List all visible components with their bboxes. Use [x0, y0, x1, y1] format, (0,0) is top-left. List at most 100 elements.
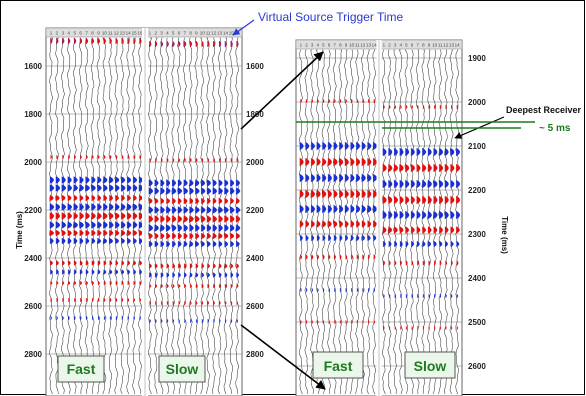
svg-text:8: 8: [189, 31, 192, 36]
left-label-fast: Fast: [57, 355, 105, 383]
left-right-tick-label: 2600: [246, 302, 264, 311]
left-ticks-right: 1600 1800 2000 2200 2400 2600 2800: [246, 62, 264, 359]
svg-text:6: 6: [328, 43, 331, 48]
svg-text:4: 4: [166, 31, 169, 36]
left-tick-label: 2800: [24, 350, 42, 359]
svg-text:7: 7: [333, 43, 336, 48]
svg-text:1: 1: [50, 31, 53, 36]
svg-text:11: 11: [206, 31, 211, 36]
left-tick-label: 1600: [24, 62, 42, 71]
left-panel-traces: [49, 37, 241, 395]
deepest-receiver-label: Deepest Receiver: [506, 105, 582, 115]
svg-text:15: 15: [132, 31, 138, 36]
svg-text:10: 10: [349, 43, 355, 48]
svg-text:8: 8: [91, 31, 94, 36]
svg-text:Fast: Fast: [324, 358, 353, 374]
right-tick-label: 2100: [468, 142, 486, 151]
svg-text:7: 7: [184, 31, 187, 36]
right-tick-label: 2600: [468, 362, 486, 371]
svg-text:9: 9: [97, 31, 100, 36]
left-y-axis-label: Time (ms): [15, 211, 24, 249]
svg-text:13: 13: [217, 31, 223, 36]
svg-text:10: 10: [102, 31, 108, 36]
zoom-arrow-bottom: [240, 324, 326, 390]
left-right-tick-label: 1600: [246, 62, 264, 71]
svg-text:16: 16: [138, 31, 144, 36]
svg-text:3: 3: [62, 31, 65, 36]
svg-text:1: 1: [383, 43, 386, 48]
svg-text:13: 13: [120, 31, 126, 36]
right-label-fast: Fast: [312, 351, 364, 379]
svg-text:4: 4: [68, 31, 71, 36]
right-tick-label: 2000: [468, 98, 486, 107]
left-right-tick-label: 2000: [246, 158, 264, 167]
zoom-arrow-top: [240, 51, 324, 130]
right-panel-traces: [298, 49, 461, 395]
right-label-slow: Slow: [404, 351, 456, 379]
right-y-axis-label: Time (ms): [500, 216, 509, 254]
left-right-tick-label: 2200: [246, 206, 264, 215]
svg-text:3: 3: [311, 43, 314, 48]
svg-text:4: 4: [316, 43, 319, 48]
right-panel: 1 2 3 4 5 6 7 8 9 10 11 12 13 14 1 2 3 4 5 6 7 8 9 10 11 12 13 14 1…: [295, 39, 509, 396]
left-tick-label: 1800: [24, 110, 42, 119]
annotation-time-shift: ~ 5 ms: [296, 121, 571, 134]
left-label-slow: Slow: [158, 355, 206, 383]
virtual-source-label: Virtual Source Trigger Time: [258, 10, 403, 24]
svg-text:3: 3: [394, 43, 397, 48]
svg-text:6: 6: [411, 43, 414, 48]
right-tick-label: 2500: [468, 318, 486, 327]
svg-text:9: 9: [428, 43, 431, 48]
svg-text:9: 9: [195, 31, 198, 36]
svg-text:12: 12: [443, 43, 449, 48]
svg-text:Fast: Fast: [67, 361, 96, 377]
svg-text:2: 2: [388, 43, 391, 48]
svg-text:15: 15: [229, 31, 235, 36]
svg-text:1: 1: [149, 31, 152, 36]
left-tick-label: 2000: [24, 158, 42, 167]
svg-text:2: 2: [154, 31, 157, 36]
svg-text:14: 14: [126, 31, 132, 36]
right-header-trace-numbers: 1 2 3 4 5 6 7 8 9 10 11 12 13 14 1 2 3 4 5 6 7 8 9 10 11 12 13 14: [300, 43, 461, 48]
svg-text:7: 7: [85, 31, 88, 36]
right-ticks: 1900 2000 2100 2200 2300 2400 2500 2600: [468, 54, 486, 371]
right-tick-label: 2300: [468, 230, 486, 239]
svg-text:Slow: Slow: [166, 361, 199, 377]
svg-text:2: 2: [305, 43, 308, 48]
svg-text:11: 11: [355, 43, 360, 48]
right-tick-label: 2200: [468, 186, 486, 195]
svg-text:11: 11: [438, 43, 443, 48]
virtual-source-arrow: [232, 19, 255, 36]
left-tick-label: 2400: [24, 254, 42, 263]
svg-text:4: 4: [399, 43, 402, 48]
svg-text:6: 6: [79, 31, 82, 36]
svg-text:14: 14: [223, 31, 229, 36]
left-panel: 1 2 3 4 5 6 7 8 9 10 11 12 13 14 15 16 1 2 3 4 5 6 7 8 9 10 11 12 13…: [15, 27, 264, 396]
left-right-tick-label: 2400: [246, 254, 264, 263]
left-tick-label: 2200: [24, 206, 42, 215]
left-tick-label: 2600: [24, 302, 42, 311]
svg-text:12: 12: [114, 31, 120, 36]
right-tick-label: 1900: [468, 54, 486, 63]
svg-text:5: 5: [73, 31, 76, 36]
left-ticks-left: 1600 1800 2000 2200 2400 2600 2800: [24, 62, 42, 359]
svg-text:10: 10: [432, 43, 438, 48]
time-shift-label: ~ 5 ms: [539, 123, 571, 134]
right-tick-label: 2400: [468, 274, 486, 283]
annotation-virtual-source: Virtual Source Trigger Time: [232, 10, 403, 36]
svg-text:9: 9: [345, 43, 348, 48]
svg-text:6: 6: [178, 31, 181, 36]
svg-text:12: 12: [211, 31, 217, 36]
left-right-tick-label: 2800: [246, 350, 264, 359]
svg-text:13: 13: [449, 43, 455, 48]
left-right-tick-label: 1800: [246, 110, 264, 119]
svg-text:Slow: Slow: [414, 358, 447, 374]
svg-text:3: 3: [160, 31, 163, 36]
svg-text:5: 5: [405, 43, 408, 48]
svg-text:14: 14: [372, 43, 378, 48]
svg-text:1: 1: [300, 43, 303, 48]
svg-text:8: 8: [422, 43, 425, 48]
svg-text:14: 14: [455, 43, 461, 48]
svg-text:11: 11: [108, 31, 113, 36]
